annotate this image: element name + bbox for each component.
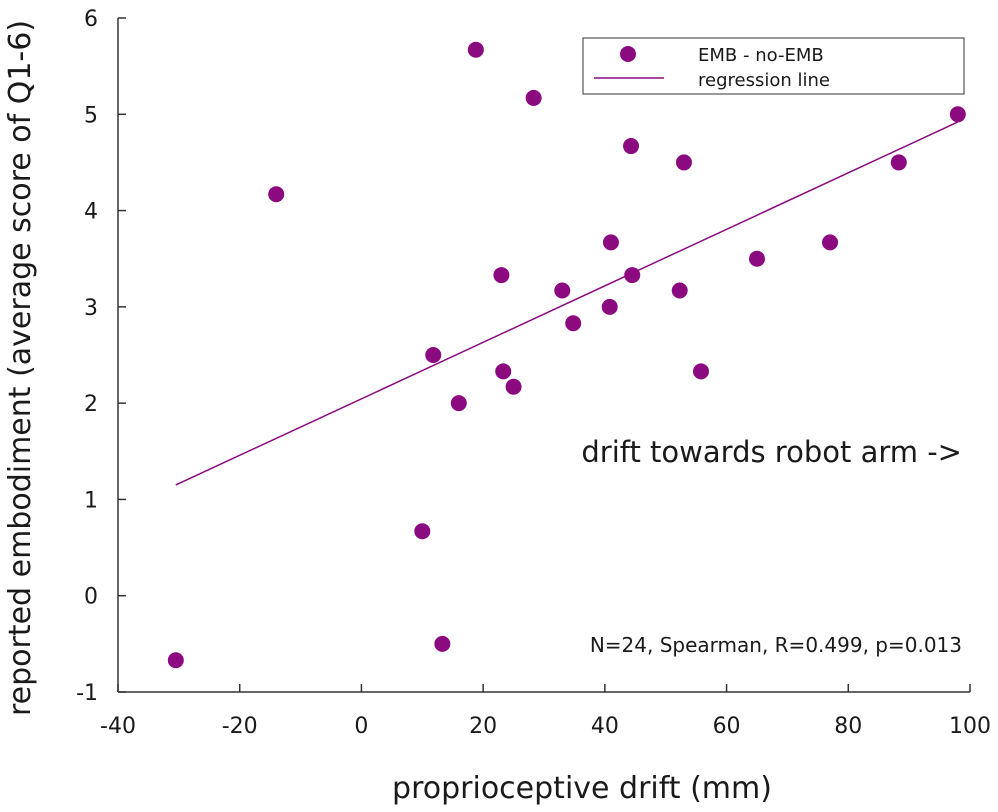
data-point	[493, 267, 510, 284]
data-point	[425, 347, 442, 363]
y-tick-label: 0	[84, 585, 98, 610]
x-tick-label: 40	[591, 714, 619, 739]
x-tick-label: 20	[469, 714, 497, 739]
legend-box	[582, 37, 965, 95]
y-tick-label: 4	[84, 200, 98, 225]
y-axis-title: reported embodiment (average score of Q1…	[3, 20, 38, 716]
x-tick-label: 60	[713, 714, 741, 739]
x-tick-label: -20	[222, 714, 258, 739]
data-point	[890, 154, 907, 171]
data-point	[505, 378, 522, 395]
data-point	[601, 298, 618, 315]
x-tick-label: 80	[834, 714, 862, 739]
data-point	[467, 41, 484, 58]
data-point	[671, 282, 688, 299]
x-tick-label: -40	[100, 714, 136, 739]
data-point	[554, 282, 571, 299]
x-ticks: -40 -20 0 20 40 60 80 100	[100, 684, 991, 739]
x-axis-title: proprioceptive drift (mm)	[392, 771, 772, 806]
axes	[117, 18, 970, 693]
data-point	[693, 363, 710, 380]
data-point	[450, 395, 467, 412]
data-point	[565, 315, 582, 332]
data-point	[749, 250, 765, 267]
y-tick-label: 6	[84, 7, 98, 32]
legend-label-points: EMB - no-EMB	[698, 45, 824, 66]
y-tick-label: 1	[84, 488, 98, 513]
data-point	[525, 89, 542, 106]
legend: EMB - no-EMB regression line	[582, 37, 965, 95]
legend-label-regression: regression line	[698, 70, 830, 91]
data-point	[602, 234, 619, 251]
data-point	[623, 138, 640, 155]
legend-marker-points	[620, 46, 636, 62]
data-point	[675, 154, 692, 171]
data-point	[949, 106, 966, 123]
y-tick-label: 3	[84, 296, 98, 321]
data-points	[167, 41, 966, 669]
stats-annotation: N=24, Spearman, R=0.499, p=0.013	[590, 633, 962, 657]
data-point	[434, 635, 451, 652]
y-ticks: -1 0 1 2 3 4 5 6	[76, 7, 126, 706]
y-tick-label: -1	[76, 681, 98, 706]
data-point	[822, 234, 839, 251]
x-tick-label: 0	[354, 714, 368, 739]
x-tick-label: 100	[949, 714, 991, 739]
regression-line	[175, 121, 959, 486]
data-point	[414, 523, 431, 540]
drift-direction-annotation: drift towards robot arm ->	[581, 435, 962, 469]
y-tick-label: 2	[84, 392, 98, 417]
data-point	[495, 363, 512, 380]
data-point	[268, 186, 285, 203]
data-point	[624, 267, 641, 284]
y-tick-label: 5	[84, 103, 98, 128]
data-point	[167, 652, 184, 669]
